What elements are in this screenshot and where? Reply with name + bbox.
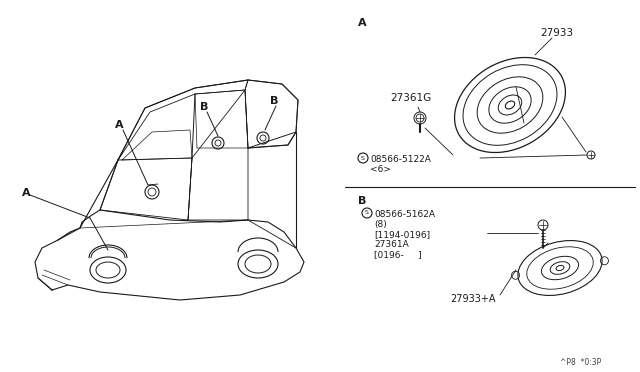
Text: [0196-     ]: [0196- ] [374,250,422,259]
Text: B: B [200,102,209,112]
Text: 27361G: 27361G [390,93,431,103]
Text: A: A [115,120,124,130]
Text: S: S [361,155,365,160]
Text: ^P8  *0:3P: ^P8 *0:3P [560,358,601,367]
Text: B: B [358,196,366,206]
Text: 27933: 27933 [540,28,573,38]
Text: B: B [270,96,278,106]
Text: [1194-0196]: [1194-0196] [374,230,430,239]
Text: 27933+A: 27933+A [450,294,495,304]
Text: A: A [22,188,31,198]
Text: 08566-5122A: 08566-5122A [370,155,431,164]
Text: S: S [365,211,369,215]
Text: <6>: <6> [370,165,391,174]
Text: 08566-5162A: 08566-5162A [374,210,435,219]
Text: (8): (8) [374,220,387,229]
Text: 27361A: 27361A [374,240,409,249]
Text: A: A [358,18,367,28]
